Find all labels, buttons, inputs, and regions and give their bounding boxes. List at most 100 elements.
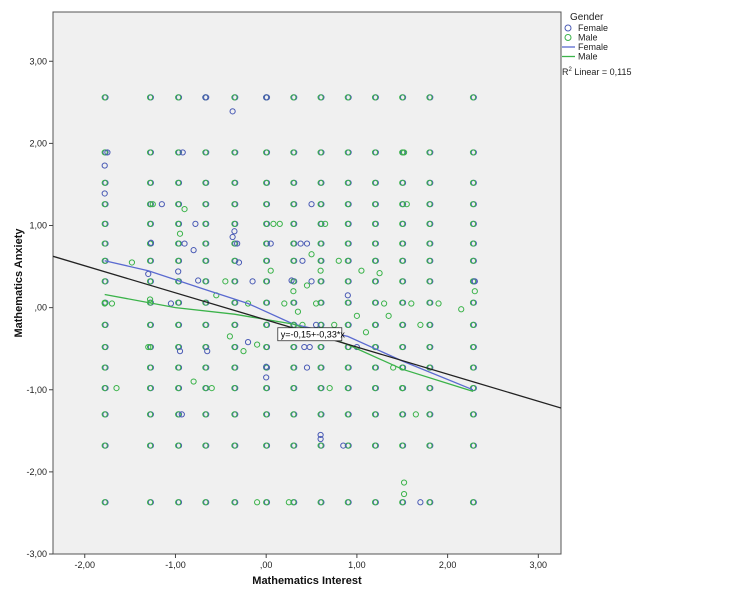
scatter-point (263, 179, 270, 186)
scatter-point (317, 343, 324, 351)
y-tick-label: ,00 (34, 303, 47, 313)
scatter-point (175, 179, 182, 186)
scatter-point (263, 343, 270, 351)
scatter-point-male (244, 300, 252, 307)
scatter-point (344, 321, 351, 328)
scatter-point (399, 240, 406, 247)
scatter-point-male (312, 300, 320, 307)
equation-label-box (277, 327, 343, 342)
y-tick-label: -3,00 (26, 549, 47, 559)
scatter-point (317, 220, 324, 227)
scatter-point (469, 257, 477, 264)
scatter-point-male (399, 385, 406, 392)
scatter-point (426, 278, 433, 285)
scatter-point (146, 179, 154, 186)
scatter-point (202, 442, 209, 449)
scatter-point (263, 220, 270, 227)
scatter-point (426, 149, 433, 156)
y-tick-label: 2,00 (29, 138, 47, 148)
equation-label: y=-0,15+-0,33*x (281, 330, 346, 340)
scatter-point-male (146, 296, 154, 303)
scatter-point-female (190, 247, 197, 254)
scatter-point (202, 257, 209, 264)
legend-label: Male (578, 33, 598, 43)
scatter-point (290, 257, 297, 264)
scatter-point (344, 240, 351, 247)
scatter-point (175, 364, 182, 371)
scatter-point (146, 94, 154, 101)
scatter-point (290, 385, 297, 392)
scatter-point (146, 201, 154, 208)
scatter-point (146, 364, 154, 371)
scatter-point-female (229, 108, 236, 115)
scatter-point (146, 411, 154, 418)
scatter-point (146, 343, 154, 351)
scatter-point-female (101, 162, 108, 169)
scatter-point (426, 299, 433, 306)
scatter-point (263, 240, 270, 247)
scatter-point (146, 385, 154, 392)
scatter-point (344, 364, 351, 371)
x-tick-label: 2,00 (439, 560, 457, 570)
scatter-point (202, 220, 209, 227)
scatter-point (371, 299, 379, 306)
legend-r2-suffix: Linear = 0,115 (572, 67, 632, 77)
scatter-point (469, 321, 477, 328)
scatter-point (202, 321, 209, 328)
scatter-point (317, 385, 324, 392)
scatter-point (399, 411, 406, 418)
scatter-point-male (400, 479, 408, 486)
scatter-point (469, 278, 477, 285)
scatter-point (202, 278, 209, 285)
group-fit-lines (104, 260, 474, 393)
scatter-point (290, 240, 297, 247)
scatter-point (317, 411, 324, 418)
scatter-point-male (190, 378, 197, 385)
scatter-point (202, 179, 209, 186)
scatter-point (371, 442, 379, 449)
scatter-point-female (104, 149, 111, 156)
scatter-point-male (145, 343, 152, 351)
x-tick-label: ,00 (260, 560, 273, 570)
scatter-point-female (308, 278, 315, 285)
scatter-point-female (192, 220, 199, 227)
scatter-point-female (181, 240, 188, 247)
scatter-point (317, 257, 324, 264)
scatter-point (290, 149, 297, 156)
y-tick-label: -2,00 (26, 467, 47, 477)
scatter-point (231, 499, 238, 506)
scatter-point (146, 149, 154, 156)
scatter-point (263, 257, 270, 264)
scatter-point-female (176, 348, 184, 355)
scatter-point-male (376, 270, 383, 277)
scatter-point (344, 94, 351, 101)
scatter-point-female (303, 240, 311, 247)
scatter-point (202, 240, 209, 247)
fit-line-male (104, 293, 474, 393)
scatter-point-female (178, 411, 185, 418)
legend-r2-prefix: R (562, 67, 569, 77)
scatter-point (317, 201, 324, 208)
scatter-point-male (254, 341, 261, 348)
scatter-point-female (175, 268, 182, 275)
scatter-point (344, 179, 351, 186)
scatter-point (371, 411, 379, 418)
scatter-point (263, 499, 270, 506)
scatter-point (146, 499, 154, 506)
scatter-point (175, 201, 182, 208)
scatter-point (371, 257, 379, 264)
legend-r2: R2 Linear = 0,115 (562, 67, 631, 77)
scatter-point (263, 149, 270, 156)
scatter-point (469, 94, 477, 101)
y-axis-title: Mathematics Anxiety (13, 228, 25, 338)
scatter-point (290, 299, 297, 306)
scatter-point (290, 220, 297, 227)
scatter-point (317, 94, 324, 101)
scatter-point-female (299, 257, 306, 264)
scatter-point-male (113, 385, 120, 392)
scatter-point (202, 411, 209, 418)
legend-label: Male (578, 52, 598, 62)
scatter-point (344, 257, 351, 264)
scatter-point-male (222, 278, 229, 285)
